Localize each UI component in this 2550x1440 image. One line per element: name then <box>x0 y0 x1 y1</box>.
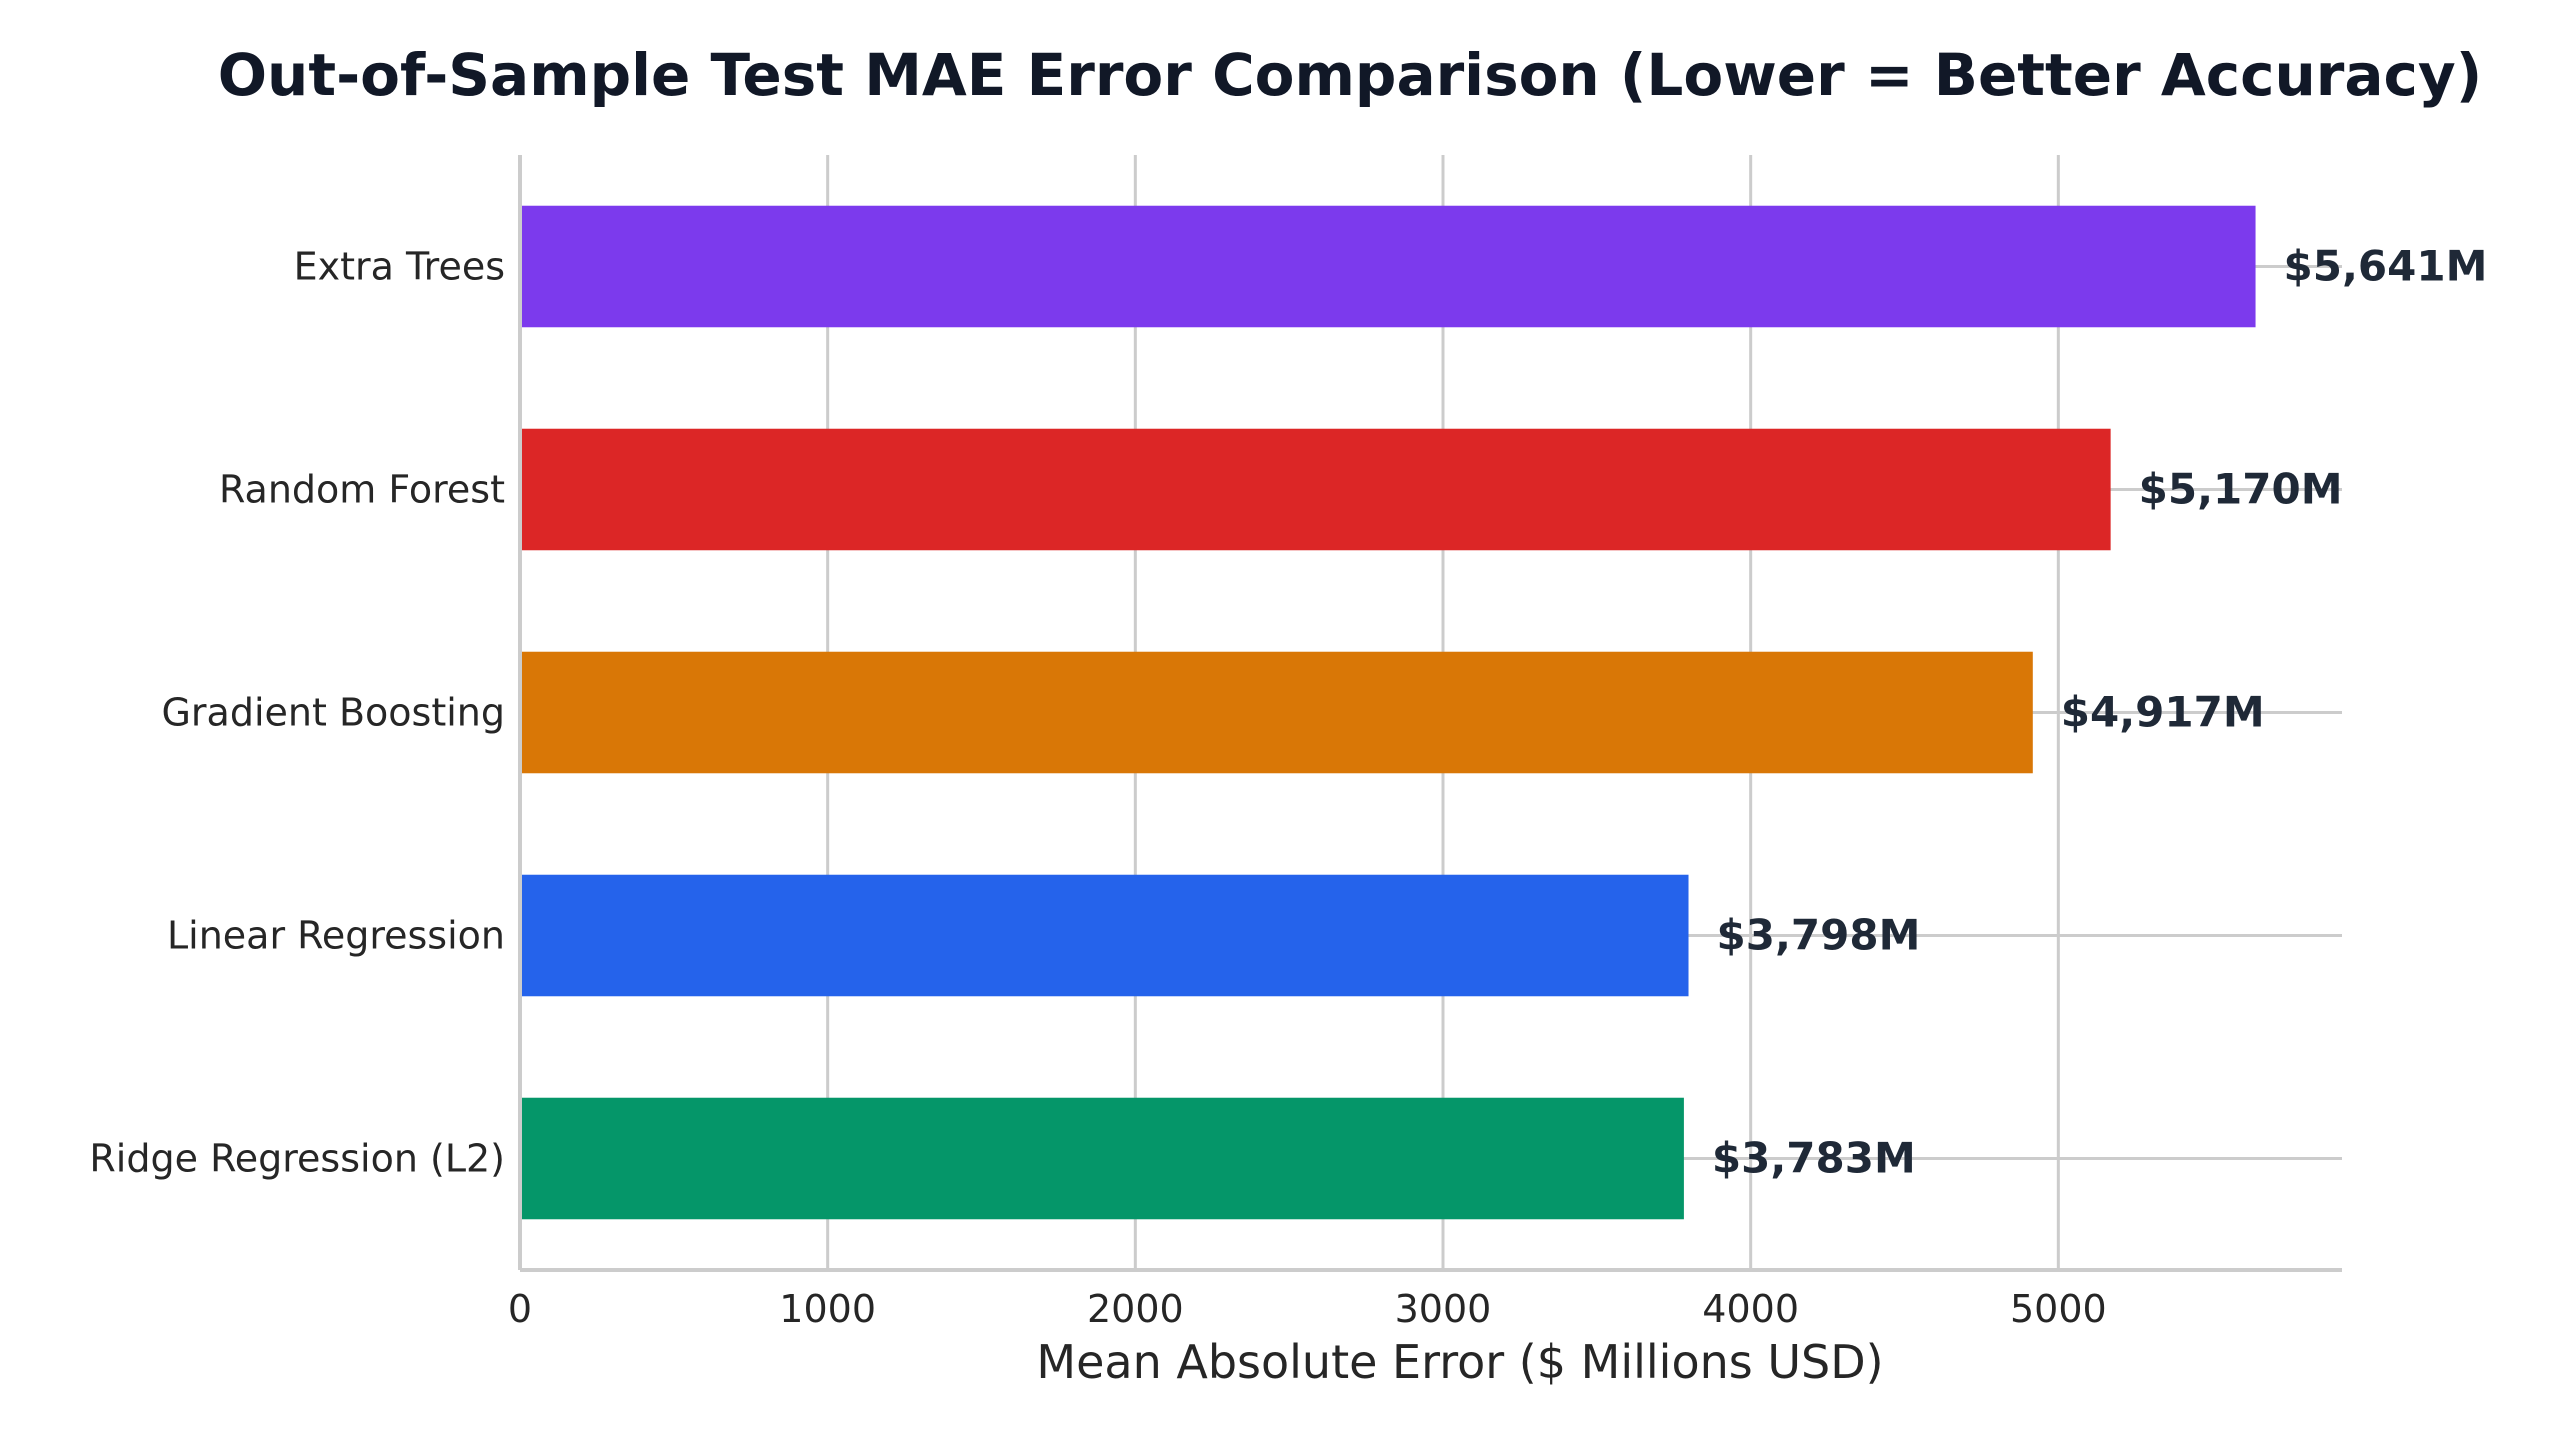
axes <box>518 155 2342 1272</box>
bar <box>520 428 2111 551</box>
value-label: $3,783M <box>1712 1134 1916 1183</box>
x-tick-label: 5000 <box>2010 1287 2107 1331</box>
category-label: Ridge Regression (L2) <box>89 1137 505 1181</box>
x-axis-label: Mean Absolute Error ($ Millions USD) <box>1036 1335 1883 1389</box>
bar <box>520 651 2033 774</box>
bar <box>520 1097 1684 1220</box>
x-tick-label: 3000 <box>1395 1287 1492 1331</box>
x-tick-label: 1000 <box>779 1287 876 1331</box>
value-label: $5,170M <box>2139 465 2343 514</box>
x-tick-label: 4000 <box>1702 1287 1799 1331</box>
category-label: Random Forest <box>219 468 505 512</box>
value-label: $5,641M <box>2284 242 2488 291</box>
x-tick-label: 0 <box>508 1287 532 1331</box>
bars <box>520 205 2256 1220</box>
category-label: Linear Regression <box>167 914 505 958</box>
category-label: Gradient Boosting <box>161 691 505 735</box>
chart-title: Out-of-Sample Test MAE Error Comparison … <box>218 41 2483 109</box>
category-label: Extra Trees <box>294 245 505 289</box>
value-label: $4,917M <box>2061 688 2265 737</box>
labels: 0 1000 2000 3000 4000 5000 Extra Trees $5,641M R… <box>89 242 2487 1332</box>
value-label: $3,798M <box>1717 911 1921 960</box>
bar <box>520 874 1689 997</box>
bar <box>520 205 2256 328</box>
x-tick-label: 2000 <box>1087 1287 1184 1331</box>
